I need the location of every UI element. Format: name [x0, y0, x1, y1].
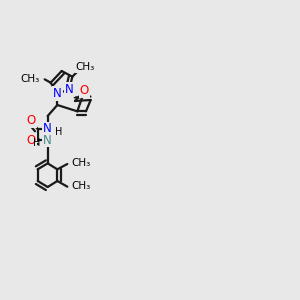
Text: O: O: [26, 134, 36, 146]
Text: CH₃: CH₃: [75, 62, 94, 72]
Text: N: N: [65, 83, 74, 96]
Text: N: N: [53, 87, 62, 100]
Text: H: H: [33, 138, 41, 148]
Text: N: N: [43, 134, 52, 146]
Text: CH₃: CH₃: [72, 181, 91, 191]
Text: N: N: [43, 122, 52, 136]
Text: O: O: [80, 85, 89, 98]
Text: O: O: [26, 115, 36, 128]
Text: H: H: [55, 127, 62, 137]
Text: CH₃: CH₃: [72, 158, 91, 168]
Text: CH₃: CH₃: [20, 74, 39, 84]
